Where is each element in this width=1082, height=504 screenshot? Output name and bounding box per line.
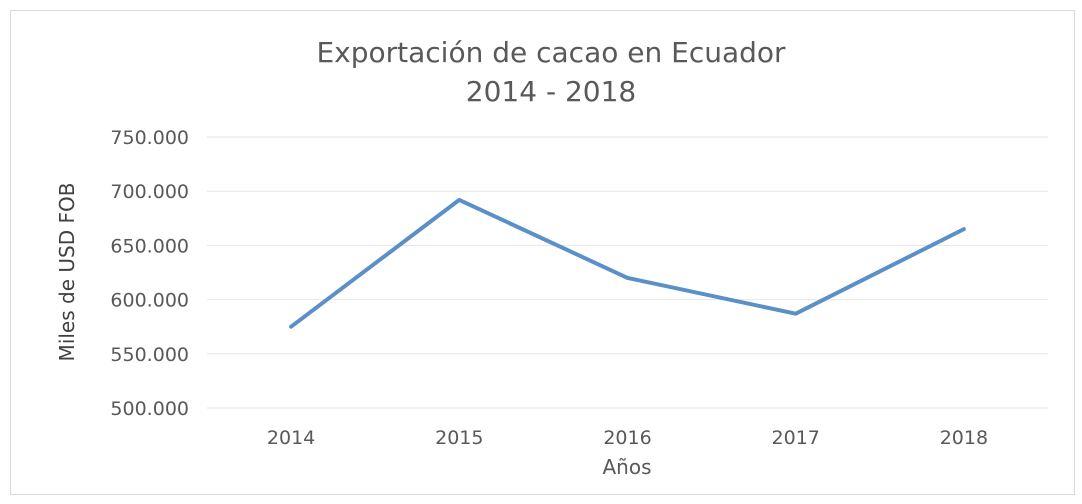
y-tick-label: 650.000 — [110, 235, 189, 257]
x-tick-label: 2014 — [267, 427, 315, 449]
x-axis-tick-labels: 2014 2015 2016 2017 2018 — [267, 427, 988, 449]
x-tick-label: 2016 — [603, 427, 651, 449]
y-tick-label: 750.000 — [110, 127, 189, 149]
x-tick-label: 2015 — [435, 427, 483, 449]
y-tick-label: 600.000 — [110, 290, 189, 312]
y-tick-label: 550.000 — [110, 344, 189, 366]
x-tick-label: 2017 — [772, 427, 820, 449]
chart-frame — [10, 10, 1075, 495]
chart-title: Exportación de cacao en Ecuador — [316, 36, 786, 69]
chart-subtitle: 2014 - 2018 — [466, 75, 636, 108]
x-tick-label: 2018 — [940, 427, 988, 449]
y-tick-label: 500.000 — [110, 398, 189, 420]
y-axis-title: Miles de USD FOB — [55, 183, 79, 362]
series-line — [289, 197, 966, 329]
y-tick-label: 700.000 — [110, 181, 189, 203]
x-axis-title: Años — [602, 455, 651, 479]
gridlines — [207, 136, 1048, 409]
y-axis-tick-labels: 500.000 550.000 600.000 650.000 700.000 750.0… — [110, 127, 189, 420]
